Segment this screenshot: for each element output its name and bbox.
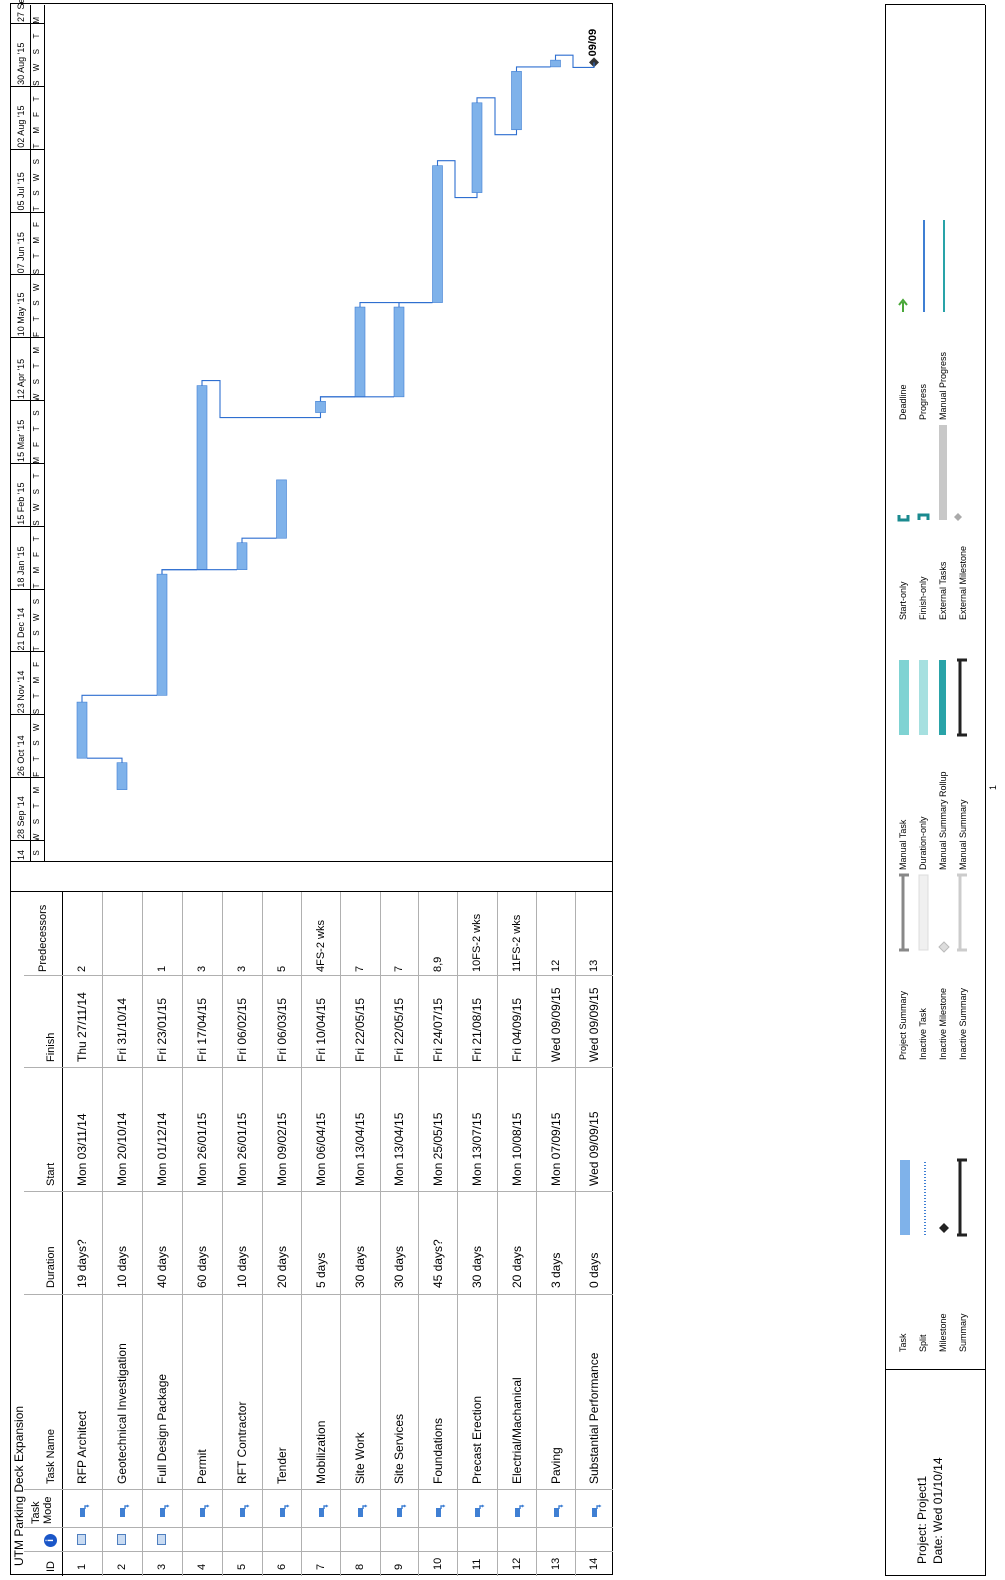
project-name: Project: Project1 bbox=[915, 1475, 929, 1564]
task-bar[interactable] bbox=[276, 479, 287, 539]
auto-scheduled-icon bbox=[589, 1504, 602, 1518]
auto-scheduled-icon bbox=[197, 1504, 210, 1518]
dependency-link bbox=[201, 380, 322, 419]
start-only-swatch bbox=[897, 515, 910, 522]
task-swatch bbox=[900, 1160, 910, 1235]
auto-scheduled-icon bbox=[316, 1504, 328, 1518]
auto-scheduled-icon bbox=[394, 1504, 407, 1518]
external-tasks-swatch bbox=[939, 425, 947, 520]
inactive-summary-swatch bbox=[957, 873, 967, 952]
duration-only-swatch bbox=[919, 660, 928, 735]
project-date: Date: Wed 01/10/14 bbox=[931, 1457, 945, 1564]
dependency-link bbox=[319, 396, 394, 402]
auto-scheduled-icon bbox=[157, 1504, 170, 1518]
auto-scheduled-icon bbox=[237, 1504, 250, 1518]
dependency-link bbox=[554, 54, 595, 68]
summary-swatch bbox=[957, 1158, 967, 1237]
task-bar[interactable] bbox=[76, 701, 88, 759]
auto-scheduled-icon bbox=[472, 1504, 485, 1518]
auto-scheduled-icon bbox=[551, 1504, 563, 1518]
auto-scheduled-icon bbox=[117, 1504, 130, 1518]
dependency-link bbox=[87, 757, 123, 763]
dependency-link bbox=[398, 302, 433, 308]
manual-task-swatch bbox=[899, 660, 909, 735]
dependency-link bbox=[241, 537, 277, 543]
manual-summary-swatch bbox=[957, 658, 967, 737]
dependency-link bbox=[161, 569, 237, 575]
external-milestone-swatch bbox=[954, 513, 962, 521]
inactive-task-swatch bbox=[918, 874, 929, 951]
manual-summary-rollup-swatch bbox=[939, 660, 946, 735]
dependency-link bbox=[515, 66, 551, 72]
dependency-link bbox=[476, 97, 518, 136]
milestone-diamond[interactable] bbox=[589, 57, 599, 68]
page-number: 1 bbox=[988, 784, 998, 790]
auto-scheduled-icon bbox=[277, 1504, 289, 1518]
auto-scheduled-icon bbox=[355, 1504, 368, 1518]
milestone-swatch bbox=[939, 1223, 949, 1233]
deadline-swatch bbox=[898, 298, 908, 312]
auto-scheduled-icon bbox=[512, 1504, 524, 1518]
project-summary-swatch bbox=[899, 873, 909, 952]
auto-scheduled-icon bbox=[77, 1504, 90, 1518]
finish-only-swatch bbox=[917, 513, 930, 520]
task-bar[interactable] bbox=[236, 542, 248, 570]
dependency-link bbox=[436, 160, 478, 199]
inactive-milestone-swatch bbox=[938, 941, 950, 953]
dependency-link bbox=[81, 694, 157, 703]
task-bar[interactable] bbox=[432, 165, 443, 303]
auto-scheduled-icon bbox=[433, 1504, 445, 1518]
